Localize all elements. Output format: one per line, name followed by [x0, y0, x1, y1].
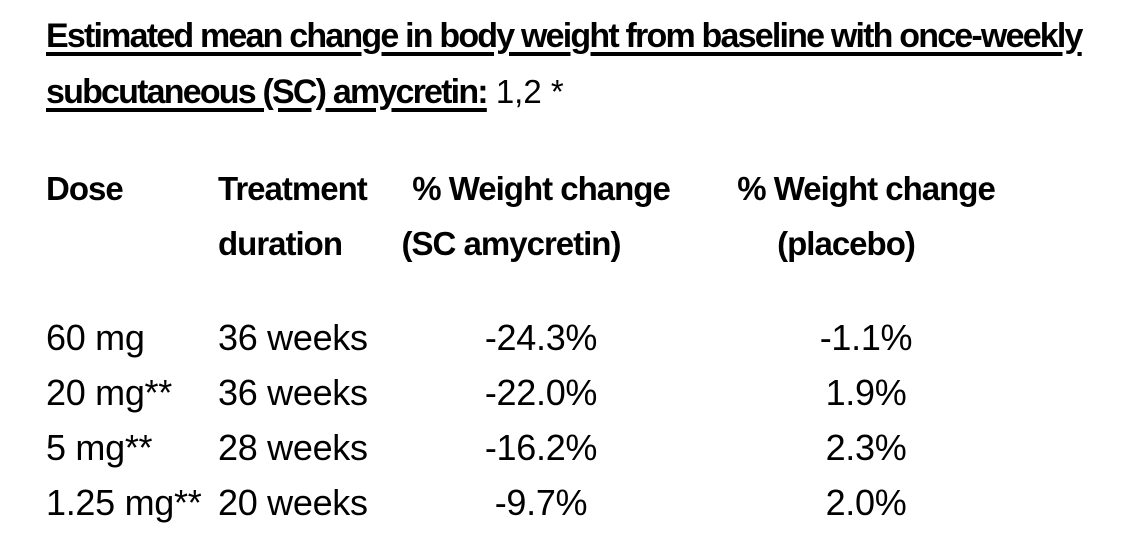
cell-dose: 1.25 mg** — [46, 482, 202, 523]
col-header-placebo-line1: % Weight change — [737, 170, 996, 207]
col-header-dose-line1: Dose — [46, 170, 124, 207]
cell-dose: 5 mg** — [46, 427, 153, 468]
col-header-placebo: % Weight change (placebo) — [706, 161, 1026, 271]
table-row: 5 mg** 28 weeks -16.2% 2.3% — [46, 420, 1112, 475]
col-header-placebo-line2: (placebo) — [777, 225, 916, 262]
table-header-row: Dose Treatment duration % Weight change … — [46, 161, 1112, 271]
col-header-amycretin-line1: % Weight change — [412, 170, 671, 207]
cell-placebo: -1.1% — [819, 317, 913, 358]
col-header-duration: Treatment duration — [218, 161, 376, 271]
table-row: 20 mg** 36 weeks -22.0% 1.9% — [46, 365, 1112, 420]
col-header-duration-line2: duration — [218, 225, 343, 262]
table-body: 60 mg 36 weeks -24.3% -1.1% 20 mg** 36 w… — [46, 310, 1112, 530]
title-line-2: subcutaneous (SC) amycretin: 1,2 * — [46, 64, 1112, 120]
cell-placebo: 2.0% — [825, 482, 907, 523]
cell-placebo: 2.3% — [825, 427, 907, 468]
cell-amycretin: -24.3% — [484, 317, 598, 358]
cell-amycretin: -9.7% — [494, 482, 588, 523]
cell-amycretin: -16.2% — [484, 427, 598, 468]
title-reference-marks: 1,2 * — [495, 73, 564, 110]
title-line-1: Estimated mean change in body weight fro… — [46, 9, 1112, 64]
col-header-dose: Dose — [46, 161, 218, 271]
col-header-amycretin-line2: (SC amycretin) — [401, 225, 622, 262]
cell-placebo: 1.9% — [825, 372, 907, 413]
table-row: 1.25 mg** 20 weeks -9.7% 2.0% — [46, 475, 1112, 530]
cell-duration: 28 weeks — [218, 427, 368, 468]
cell-dose: 20 mg** — [46, 372, 172, 413]
cell-dose: 60 mg — [46, 317, 145, 358]
cell-duration: 36 weeks — [218, 372, 368, 413]
title-line-2-text: subcutaneous (SC) amycretin: — [46, 73, 489, 111]
cell-duration: 36 weeks — [218, 317, 368, 358]
cell-amycretin: -22.0% — [484, 372, 598, 413]
table-row: 60 mg 36 weeks -24.3% -1.1% — [46, 310, 1112, 365]
title-line-1-text: Estimated mean change in body weight fro… — [46, 17, 1083, 55]
col-header-amycretin: % Weight change (SC amycretin) — [376, 161, 706, 271]
document-title: Estimated mean change in body weight fro… — [46, 9, 1112, 120]
col-header-duration-line1: Treatment — [218, 170, 368, 207]
cell-duration: 20 weeks — [218, 482, 368, 523]
